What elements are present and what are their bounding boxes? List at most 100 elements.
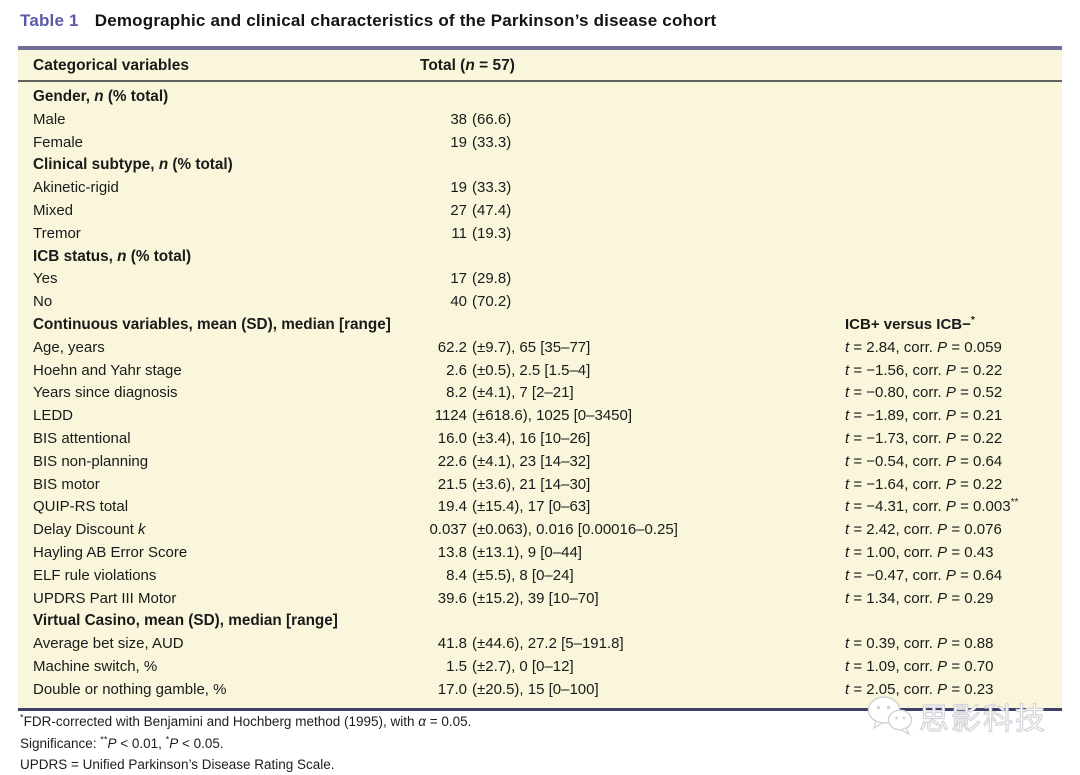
row-stat: t = −1.56, corr. P = 0.22: [845, 361, 1003, 379]
table-row: Yes 17 (29.8): [33, 268, 1062, 291]
row-label: Average bet size, AUD: [33, 635, 184, 653]
row-stat: [845, 610, 1062, 633]
row-value: 8.2 (±4.1), 7 [2–21]: [446, 384, 574, 402]
table-row: Double or nothing gamble, % 17.0 (±20.5), …: [33, 679, 1062, 702]
watermark-text: 思影科技: [918, 702, 1047, 736]
row-stat: t = 0.39, corr. P = 0.88: [845, 635, 994, 653]
table-row: Mixed 27 (47.4): [33, 200, 1062, 223]
row-label: Machine switch, %: [33, 657, 158, 675]
footnote-line: Significance: **P < 0.01, *P < 0.05.: [20, 734, 224, 751]
row-value: 17 (29.8): [450, 270, 512, 288]
table-row: Average bet size, AUD 41.8 (±44.6), 27.2 […: [33, 633, 1062, 656]
row-stat: t = 1.09, corr. P = 0.70: [845, 657, 994, 675]
row-value: 38 (66.6): [450, 110, 512, 128]
table-row: ELF rule violations 8.4 (±5.5), 8 [0–24] t …: [33, 565, 1062, 588]
table-title-text: Demographic and clinical characteristics…: [94, 11, 717, 30]
row-stat: ICB+ versus ICB−*: [845, 314, 975, 333]
row-label: Hayling AB Error Score: [33, 543, 188, 561]
demographics-table: Categorical variables Total (n = 57) Gen…: [18, 46, 1062, 711]
row-label: UPDRS Part III Motor: [33, 589, 177, 607]
row-label: Mixed: [33, 201, 74, 219]
row-label: Tremor: [33, 224, 81, 242]
row-label: Virtual Casino, mean (SD), median [range…: [33, 612, 338, 630]
row-label: BIS attentional: [33, 429, 131, 447]
table-row: Tremor 11 (19.3): [33, 223, 1062, 246]
row-label: Gender, n (% total): [33, 88, 169, 105]
watermark: 思影科技: [866, 694, 1047, 738]
table-row: Hayling AB Error Score 13.8 (±13.1), 9 [0–…: [33, 542, 1062, 565]
row-value: 13.8 (±13.1), 9 [0–44]: [437, 543, 582, 561]
row-stat: [845, 86, 1062, 109]
row-label: Female: [33, 133, 84, 151]
table-header-row: Categorical variables Total (n = 57): [18, 50, 1062, 82]
row-label: BIS non-planning: [33, 452, 149, 470]
row-stat: [845, 109, 1062, 132]
row-value: 19 (33.3): [450, 133, 512, 151]
table-row: LEDD 1124 (±618.6), 1025 [0–3450] t = −1.89…: [33, 405, 1062, 428]
row-value: 41.8 (±44.6), 27.2 [5–191.8]: [437, 635, 624, 653]
row-value: 11 (19.3): [451, 224, 512, 242]
section-row: Clinical subtype, n (% total): [33, 154, 1062, 177]
table-row: Years since diagnosis 8.2 (±4.1), 7 [2–21]…: [33, 382, 1062, 405]
row-value: 19 (33.3): [450, 179, 512, 197]
header-stat-spacer: [845, 57, 1062, 75]
row-label: Yes: [33, 270, 58, 288]
row-stat: t = 1.00, corr. P = 0.43: [845, 543, 994, 561]
wechat-icon: [867, 696, 913, 736]
row-label: LEDD: [33, 407, 74, 425]
row-stat: t = −1.73, corr. P = 0.22: [845, 429, 1003, 447]
row-label: ELF rule violations: [33, 566, 157, 584]
table-row: BIS non-planning 22.6 (±4.1), 23 [14–32] t …: [33, 451, 1062, 474]
row-value: 21.5 (±3.6), 21 [14–30]: [437, 475, 591, 493]
row-stat: t = −0.80, corr. P = 0.52: [845, 384, 1003, 402]
row-stat: t = −1.89, corr. P = 0.21: [845, 407, 1003, 425]
table-row: BIS attentional 16.0 (±3.4), 16 [10–26] t =…: [33, 428, 1062, 451]
row-label: Clinical subtype, n (% total): [33, 156, 233, 174]
table-row: Male 38 (66.6): [33, 109, 1062, 132]
footnote-line: *FDR-corrected with Benjamini and Hochbe…: [20, 712, 472, 729]
row-stat: [845, 154, 1062, 177]
row-label: Double or nothing gamble, %: [33, 680, 227, 698]
table-row: BIS motor 21.5 (±3.6), 21 [14–30] t = −1.64…: [33, 474, 1062, 497]
row-value: 22.6 (±4.1), 23 [14–32]: [437, 452, 591, 470]
table-number: Table 1: [20, 11, 79, 30]
row-value: 62.2 (±9.7), 65 [35–77]: [437, 338, 591, 356]
row-value: 2.6 (±0.5), 2.5 [1.5–4]: [446, 361, 591, 379]
section-row: Continuous variables, mean (SD), median …: [33, 314, 1062, 337]
row-value: 39.6 (±15.2), 39 [10–70]: [437, 589, 599, 607]
row-stat: [845, 223, 1062, 246]
row-label: BIS motor: [33, 475, 100, 493]
row-label: Years since diagnosis: [33, 384, 178, 402]
row-stat: t = 2.84, corr. P = 0.059: [845, 338, 1002, 356]
row-stat: [845, 200, 1062, 223]
footnote-line: UPDRS = Unified Parkinson’s Disease Rati…: [20, 757, 335, 772]
row-label: Continuous variables, mean (SD), median …: [33, 315, 391, 333]
table-row: Machine switch, % 1.5 (±2.7), 0 [0–12] t = …: [33, 656, 1062, 679]
row-stat: t = −0.47, corr. P = 0.64: [845, 566, 1003, 584]
section-row: ICB status, n (% total): [33, 246, 1062, 269]
row-stat: t = −4.31, corr. P = 0.003**: [845, 497, 1019, 516]
table-row: Age, years 62.2 (±9.7), 65 [35–77] t = 2.84…: [33, 337, 1062, 360]
row-value: 0.037 (±0.063), 0.016 [0.00016–0.25]: [429, 521, 678, 539]
table-row: No 40 (70.2): [33, 291, 1062, 314]
section-row: Gender, n (% total): [33, 86, 1062, 109]
table-row: Delay Discount k 0.037 (±0.063), 0.016 [0.…: [33, 519, 1062, 542]
row-value: 1.5 (±2.7), 0 [0–12]: [446, 657, 574, 675]
row-label: Akinetic-rigid: [33, 179, 119, 197]
row-label: No: [33, 293, 53, 311]
row-stat: [845, 291, 1062, 314]
table-row: Akinetic-rigid 19 (33.3): [33, 177, 1062, 200]
row-stat: t = −1.64, corr. P = 0.22: [845, 475, 1003, 493]
section-row: Virtual Casino, mean (SD), median [range…: [33, 610, 1062, 633]
row-stat: t = 2.42, corr. P = 0.076: [845, 521, 1002, 539]
row-value: 8.4 (±5.5), 8 [0–24]: [446, 566, 574, 584]
row-label: Male: [33, 110, 66, 128]
row-stat: t = −0.54, corr. P = 0.64: [845, 452, 1003, 470]
row-stat: [845, 177, 1062, 200]
row-value: 19.4 (±15.4), 17 [0–63]: [437, 498, 591, 516]
row-label: Age, years: [33, 338, 105, 356]
row-value: 40 (70.2): [450, 293, 512, 311]
row-value: 17.0 (±20.5), 15 [0–100]: [437, 680, 599, 698]
row-stat: [845, 246, 1062, 269]
table-body: Gender, n (% total) Male 38 (66.6) Female 19(…: [18, 82, 1062, 708]
